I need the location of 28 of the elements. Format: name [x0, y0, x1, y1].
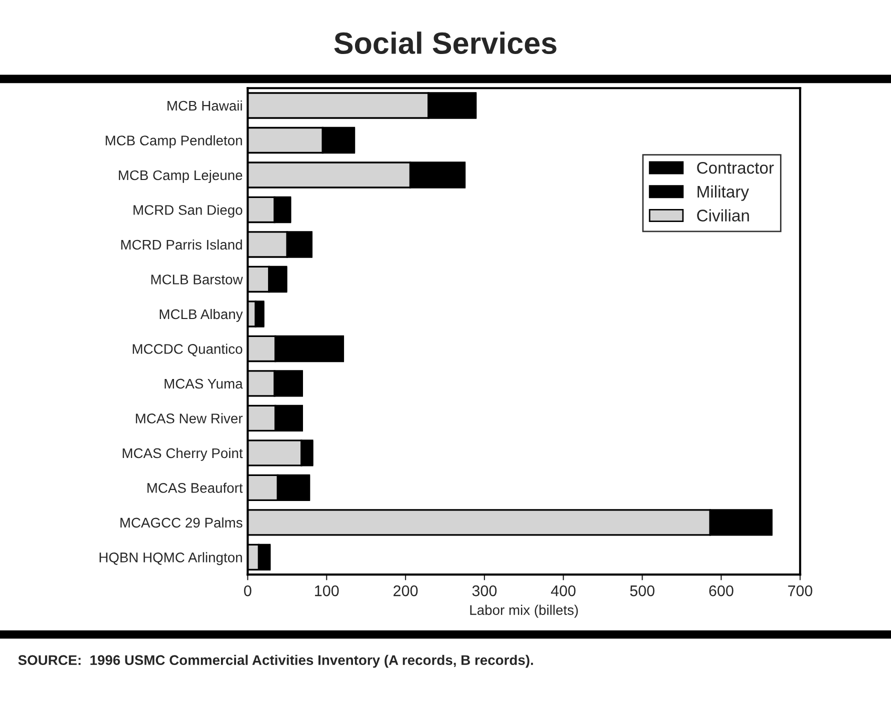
y-tick-label: MCLB Albany [160, 308, 243, 322]
x-tick-label: 200 [394, 585, 418, 596]
x-tick-label: 600 [709, 585, 734, 596]
chart-title: Social Services [334, 32, 556, 54]
y-tick-label: MCAGCC 29 Palms [120, 517, 242, 528]
y-tick-label: MCRD Parris Island [121, 239, 242, 250]
legend-label: Contractor [697, 162, 774, 174]
y-tick-label: MCAS Cherry Point [122, 448, 243, 461]
x-tick-label: 500 [630, 585, 654, 596]
x-tick-label: 0 [244, 585, 252, 596]
y-tick-label: MCAS New River [136, 413, 243, 424]
x-tick-label: 400 [550, 585, 576, 596]
y-tick-label: MCB Camp Lejeune [118, 170, 242, 183]
legend-label: Military [698, 185, 750, 201]
y-tick-label: MCCDC Quantico [132, 344, 242, 356]
y-tick-label: MCB Hawaii [168, 100, 242, 111]
y-tick-label: MCRD San Diego [134, 204, 242, 218]
x-axis-title: Labor mix (billets) [470, 604, 578, 618]
x-tick-label: 700 [788, 585, 812, 596]
y-tick-label: HQBN HQMC Arlington [100, 552, 242, 566]
y-tick-label: MCAS Beaufort [147, 482, 243, 493]
y-tick-label: MCLB Barstow [151, 274, 243, 284]
legend-label: Civilian [697, 209, 749, 222]
source-note: SOURCE: 1996 USMC Commercial Activities Inventory (A records, B records). [18, 654, 533, 668]
x-tick-label: 300 [472, 585, 497, 596]
y-tick-label: MCB Camp Pendleton [106, 135, 242, 148]
x-tick-label: 100 [315, 585, 339, 596]
y-tick-label: MCAS Yuma [164, 378, 243, 389]
